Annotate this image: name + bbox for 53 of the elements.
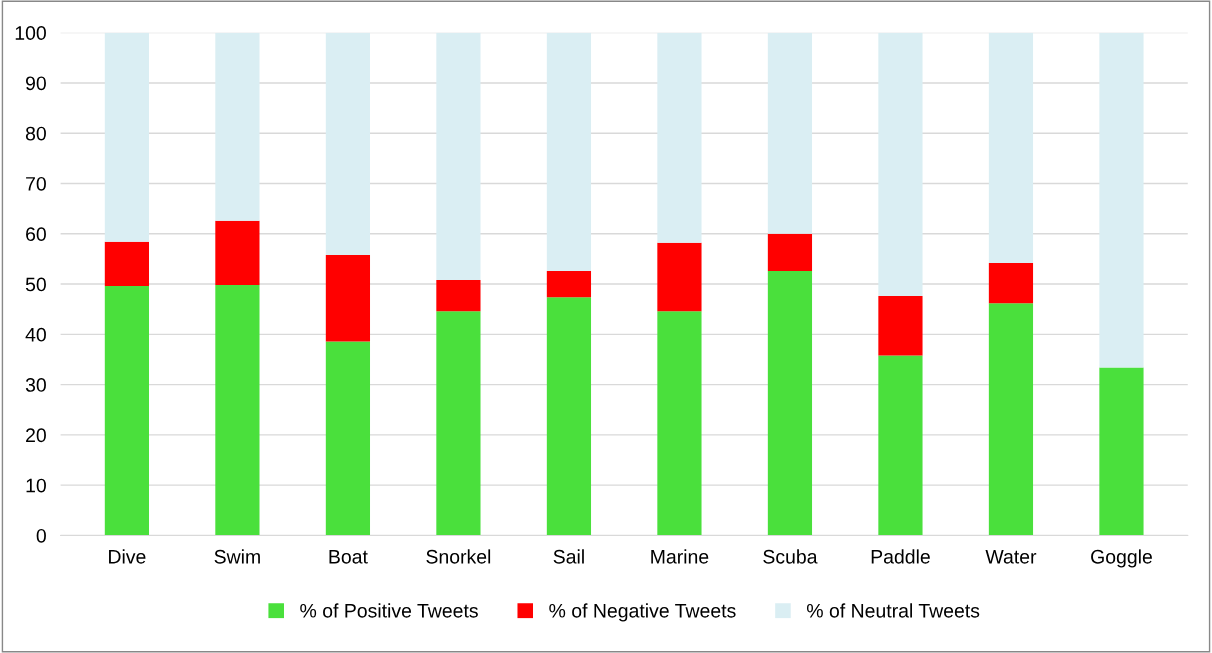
x-tick-label: Goggle (1091, 549, 1152, 568)
y-tick-label: 20 (26, 428, 46, 443)
bar (988, 32, 1034, 263)
bar (325, 254, 371, 342)
y-tick-label: 40 (25, 327, 46, 342)
x-tick-label: Marine (651, 549, 709, 564)
legend-label: % of Negative Tweets (549, 603, 736, 622)
bar (215, 285, 260, 536)
y-tick-label: 10 (26, 478, 46, 493)
bar (878, 32, 923, 297)
bar (436, 311, 481, 536)
bar (878, 296, 923, 356)
legend-label: % of Neutral Tweets (806, 603, 980, 618)
x-tick-label: Water (985, 550, 1037, 564)
bar (988, 303, 1034, 536)
bar (546, 32, 592, 271)
bar (657, 242, 702, 312)
y-tick-label: 30 (25, 378, 46, 392)
bar (436, 280, 481, 312)
bar (767, 32, 813, 234)
y-tick-label: 0 (36, 528, 46, 543)
bar (325, 341, 371, 536)
bar (104, 286, 149, 536)
bar (325, 32, 371, 255)
x-tick-label: Boat (329, 550, 368, 564)
bar (767, 270, 813, 536)
y-tick-label: 100 (15, 26, 46, 40)
bar (657, 311, 702, 536)
y-tick-label: 80 (25, 126, 46, 141)
bar (878, 355, 923, 536)
bar (104, 241, 149, 287)
bar (546, 270, 592, 298)
bar (104, 32, 149, 242)
bar (988, 262, 1034, 304)
legend-label: % of Positive Tweets (300, 603, 478, 618)
bar (657, 32, 702, 243)
bar (767, 233, 813, 271)
bar (215, 32, 260, 221)
bar (1099, 367, 1144, 536)
bar (546, 297, 592, 536)
y-tick-label: 50 (25, 277, 46, 292)
x-tick-label: Snorkel (426, 549, 491, 564)
x-tick-label: Sail (553, 549, 584, 564)
bar (215, 220, 260, 286)
y-tick-label: 60 (26, 227, 46, 242)
x-tick-label: Swim (214, 549, 260, 564)
bar (1099, 32, 1144, 368)
x-tick-label: Dive (109, 549, 146, 564)
y-tick-label: 90 (26, 76, 46, 91)
y-tick-label: 70 (26, 176, 46, 191)
x-tick-label: Scuba (763, 549, 818, 564)
x-tick-label: Paddle (871, 549, 930, 564)
bar (436, 32, 481, 281)
